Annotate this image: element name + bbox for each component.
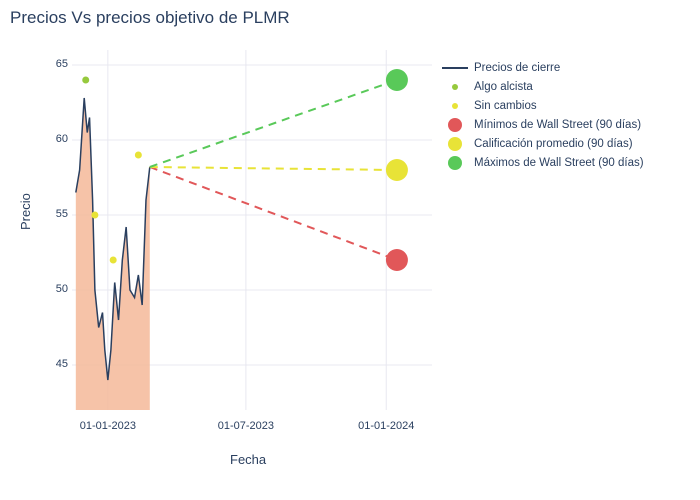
y-tick-label: 50 [8, 283, 68, 295]
legend-label: Calificación promedio (90 días) [474, 138, 633, 150]
legend-item[interactable]: Precios de cierre [440, 58, 644, 77]
legend-label: Mínimos de Wall Street (90 días) [474, 119, 641, 131]
legend: Precios de cierre Algo alcista Sin cambios… [440, 58, 644, 172]
legend-swatch [440, 96, 470, 115]
y-tick-label: 45 [8, 358, 68, 370]
legend-item[interactable]: Mínimos de Wall Street (90 días) [440, 115, 644, 134]
plot-area [72, 50, 432, 410]
legend-item[interactable]: Calificación promedio (90 días) [440, 134, 644, 153]
legend-item[interactable]: Máximos de Wall Street (90 días) [440, 153, 644, 172]
chart-title: Precios Vs precios objetivo de PLMR [10, 8, 290, 28]
legend-label: Precios de cierre [474, 62, 560, 74]
y-tick-label: 55 [8, 208, 68, 220]
x-tick-label: 01-07-2023 [218, 420, 274, 432]
x-axis-label: Fecha [230, 452, 266, 467]
legend-label: Sin cambios [474, 100, 537, 112]
legend-label: Algo alcista [474, 81, 533, 93]
legend-swatch [440, 115, 470, 134]
x-tick-label: 01-01-2024 [358, 420, 414, 432]
legend-swatch [440, 134, 470, 153]
y-tick-label: 65 [8, 58, 68, 70]
x-tick-label: 01-01-2023 [80, 420, 136, 432]
plot-svg [72, 50, 432, 410]
legend-item[interactable]: Sin cambios [440, 96, 644, 115]
y-tick-label: 60 [8, 133, 68, 145]
legend-swatch [440, 58, 470, 77]
legend-item[interactable]: Algo alcista [440, 77, 644, 96]
legend-label: Máximos de Wall Street (90 días) [474, 157, 644, 169]
chart-container: Precios Vs precios objetivo de PLMR Prec… [0, 0, 700, 500]
legend-swatch [440, 77, 470, 96]
legend-swatch [440, 153, 470, 172]
